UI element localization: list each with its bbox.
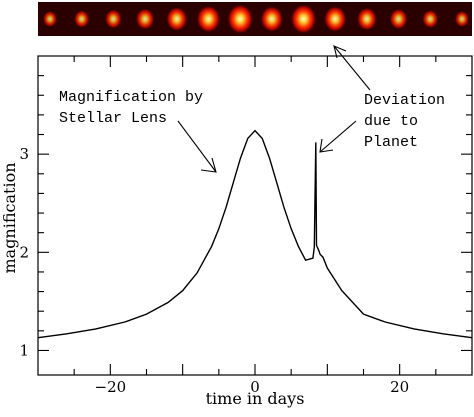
image-strip-spot	[42, 10, 58, 28]
image-strip-spot	[73, 10, 90, 28]
annotation-planet-line-2: due to	[364, 113, 418, 130]
axis-ticks	[38, 56, 472, 375]
image-strip-spot	[104, 9, 122, 29]
image-strip-spot	[389, 8, 408, 30]
annotation-planet-arrow-to-image	[333, 45, 371, 91]
annotation-planet-arrow-to-curve	[319, 120, 357, 153]
y-axis-label: magnification	[0, 162, 19, 273]
x-tick-label: −20	[95, 378, 127, 396]
x-axis-label: time in days	[206, 389, 305, 408]
image-strip-spots	[42, 4, 470, 34]
image-strip-spot	[166, 6, 188, 32]
annotation-stellar-lens-line-2: Stellar Lens	[59, 110, 167, 127]
y-tick-label: 3	[19, 145, 29, 163]
image-strip-spot	[454, 10, 470, 28]
annotation-planet-line-3: Planet	[364, 134, 418, 151]
annotation-planet-line-1: Deviation	[364, 92, 445, 109]
image-strip-spot	[260, 5, 284, 33]
image-strip-spot	[356, 7, 377, 31]
image-strip-spot	[290, 4, 317, 34]
x-tick-label: 0	[250, 378, 260, 396]
series-line	[37, 129, 473, 339]
annotation-stellar-lens-arrowhead	[200, 157, 217, 173]
image-strip	[38, 2, 472, 36]
annotation-planet-arrowhead-image	[333, 45, 347, 59]
image-strip-spot	[135, 8, 155, 30]
image-strip-spot	[227, 4, 254, 34]
annotation-planet: Deviation due to Planet	[319, 45, 445, 153]
image-strip-spot	[422, 9, 439, 29]
annotation-stellar-lens: Magnification by Stellar Lens	[59, 89, 217, 173]
image-strip-spot	[323, 5, 347, 33]
annotation-planet-arrowhead-curve	[319, 138, 334, 153]
image-strip-spot	[196, 5, 221, 33]
y-tick-label: 2	[19, 243, 29, 261]
x-tick-label: 20	[390, 378, 409, 396]
axis-tick-labels: −20 0 20 1 2 3	[19, 145, 409, 396]
y-tick-label: 1	[19, 341, 29, 359]
annotation-stellar-lens-arrow	[177, 120, 217, 173]
annotation-stellar-lens-line-1: Magnification by	[59, 89, 203, 106]
